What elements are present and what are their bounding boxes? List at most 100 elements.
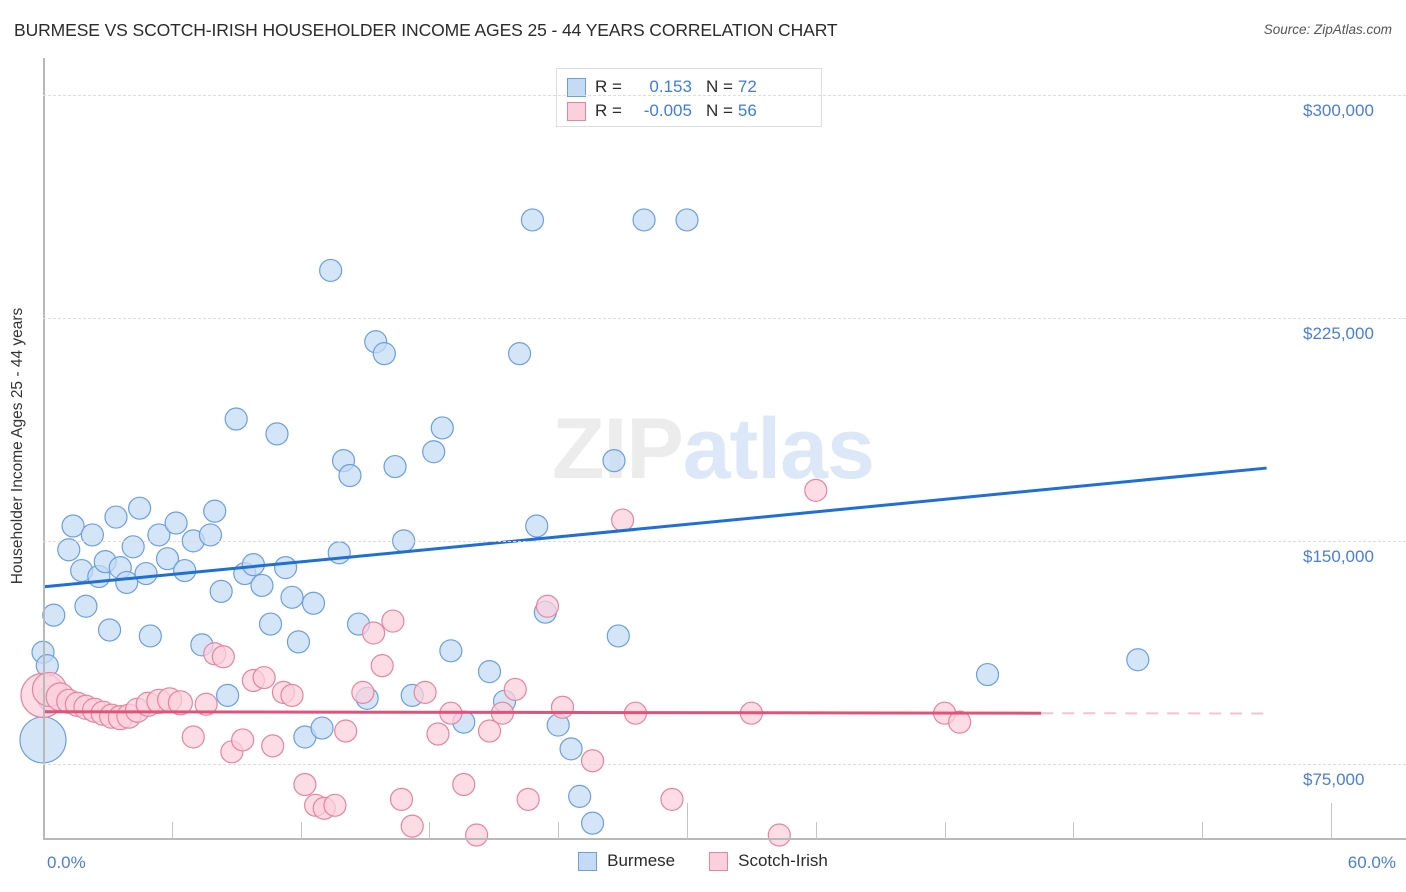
y-axis-tick-label: $300,000 [1303, 101, 1374, 121]
data-point[interactable] [465, 823, 489, 847]
data-point[interactable] [610, 508, 635, 532]
data-point[interactable] [293, 772, 317, 797]
data-point[interactable] [400, 814, 424, 838]
data-point[interactable] [361, 621, 386, 645]
data-point[interactable] [507, 342, 532, 366]
data-point[interactable] [104, 505, 128, 529]
data-point[interactable] [280, 683, 304, 707]
data-point[interactable] [231, 728, 255, 752]
data-point[interactable] [452, 772, 476, 797]
data-point[interactable] [224, 407, 248, 431]
data-point[interactable] [804, 478, 828, 502]
data-point[interactable] [128, 496, 152, 520]
data-point[interactable] [503, 677, 527, 702]
data-point[interactable] [42, 603, 66, 627]
data-point[interactable] [426, 722, 450, 746]
data-point[interactable] [422, 440, 446, 464]
data-point[interactable] [632, 208, 656, 232]
data-point[interactable] [134, 561, 158, 586]
data-point[interactable] [319, 258, 343, 283]
data-point[interactable] [516, 787, 540, 811]
data-point[interactable] [258, 612, 283, 636]
data-point[interactable] [413, 680, 437, 705]
legend-item-scotch-irish[interactable]: Scotch-Irish [709, 851, 828, 871]
data-point[interactable] [57, 538, 81, 562]
y-axis-title: Householder Income Ages 25 - 44 years [9, 307, 26, 585]
data-point[interactable] [164, 511, 188, 535]
data-point[interactable] [477, 659, 502, 684]
x-axis-tick [558, 822, 560, 839]
x-axis-tick [815, 822, 817, 839]
data-point[interactable] [568, 784, 592, 809]
data-point[interactable] [74, 594, 98, 618]
data-point[interactable] [580, 749, 605, 773]
data-point[interactable] [535, 594, 560, 618]
data-point[interactable] [975, 662, 1000, 687]
data-point[interactable] [323, 793, 347, 817]
data-point[interactable] [80, 523, 104, 547]
data-point[interactable] [280, 585, 304, 609]
data-point[interactable] [338, 463, 362, 488]
data-point[interactable] [477, 719, 502, 743]
data-point[interactable] [301, 591, 326, 615]
legend-item-burmese[interactable]: Burmese [578, 851, 675, 871]
legend-swatch-burmese [578, 851, 598, 871]
data-point[interactable] [250, 573, 274, 598]
data-point[interactable] [203, 499, 227, 523]
data-point[interactable] [381, 609, 405, 633]
data-point[interactable] [351, 680, 375, 705]
data-point[interactable] [155, 547, 180, 571]
data-point[interactable] [115, 570, 139, 595]
data-point[interactable] [1126, 648, 1150, 672]
data-point[interactable] [252, 665, 276, 690]
data-point[interactable] [61, 514, 85, 538]
x-axis-tick [944, 822, 946, 839]
data-point[interactable] [173, 558, 197, 583]
x-axis-max-label: 60.0% [1347, 853, 1396, 872]
data-point[interactable] [383, 454, 407, 479]
data-point[interactable] [334, 719, 358, 743]
data-point[interactable] [261, 734, 285, 758]
x-axis-tick [171, 822, 173, 839]
data-point[interactable] [606, 624, 630, 648]
data-point[interactable] [660, 787, 684, 811]
data-point[interactable] [675, 208, 699, 232]
data-point[interactable] [147, 523, 171, 547]
data-point[interactable] [520, 208, 545, 232]
data-point[interactable] [767, 823, 791, 847]
data-point[interactable] [439, 639, 463, 663]
x-axis-tick [1331, 803, 1332, 839]
stat-r-label-scotch-irish: R = [595, 101, 622, 120]
data-point[interactable] [525, 514, 549, 538]
data-point[interactable] [211, 645, 235, 669]
stat-n-value-burmese: 72 [737, 77, 757, 96]
data-point[interactable] [559, 737, 583, 761]
data-point[interactable] [602, 449, 626, 473]
stat-r-label-burmese: R = [595, 77, 622, 96]
data-point[interactable] [167, 690, 193, 716]
data-point[interactable] [121, 535, 145, 559]
data-point[interactable] [948, 710, 972, 734]
data-point[interactable] [389, 787, 414, 811]
data-point[interactable] [209, 579, 233, 603]
data-point[interactable] [273, 555, 298, 580]
data-point[interactable] [430, 416, 454, 440]
data-point[interactable] [370, 654, 394, 678]
stat-swatch-scotch-irish [567, 101, 586, 121]
legend-label-scotch-irish: Scotch-Irish [738, 851, 828, 870]
data-point[interactable] [265, 422, 289, 446]
data-point[interactable] [97, 618, 122, 642]
data-point[interactable] [194, 692, 218, 716]
data-point[interactable] [198, 523, 223, 547]
data-point[interactable] [138, 624, 162, 648]
data-point[interactable] [216, 683, 240, 707]
data-point[interactable] [286, 630, 311, 654]
data-point[interactable] [372, 342, 396, 366]
data-point[interactable] [580, 811, 605, 835]
data-point[interactable] [550, 695, 575, 719]
data-point[interactable] [327, 541, 351, 565]
data-point[interactable] [181, 725, 205, 749]
legend-swatch-scotch-irish [709, 851, 729, 871]
data-point[interactable] [310, 716, 334, 740]
